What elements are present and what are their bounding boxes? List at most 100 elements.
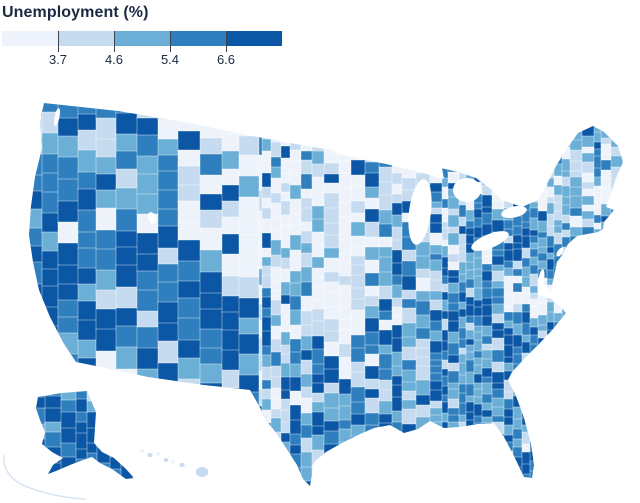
county-cell [561, 345, 572, 358]
county-cell [350, 135, 367, 150]
county-cell [570, 488, 583, 496]
county-cell [581, 474, 596, 485]
county-cell [465, 133, 476, 145]
county-cell [221, 369, 241, 390]
county-cell [503, 294, 515, 308]
county-cell [622, 367, 623, 382]
county-cell [311, 176, 326, 194]
county-cell [491, 185, 506, 196]
county-cell [238, 333, 261, 356]
county-cell [338, 103, 353, 108]
county-cell [350, 298, 367, 312]
county-cell [630, 481, 637, 491]
county-cell [109, 397, 123, 410]
county-cell [364, 424, 381, 440]
county-cell [311, 363, 326, 376]
county-cell [87, 488, 98, 500]
county-cell [561, 438, 572, 451]
county-cell [401, 346, 418, 362]
county-cell [323, 107, 341, 120]
county-cell [57, 353, 80, 377]
county-cell [512, 383, 524, 398]
county-cell [569, 274, 584, 284]
county-cell [36, 423, 37, 441]
county-cell [482, 498, 493, 501]
county-cell [630, 298, 637, 308]
county-cell [338, 275, 353, 287]
county-cell [261, 150, 273, 163]
county-cell [136, 420, 160, 443]
county-cell [473, 121, 484, 133]
county-cell [600, 329, 613, 341]
county-cell [199, 153, 224, 177]
county-cell [465, 252, 476, 264]
county-cell [600, 432, 613, 441]
county-cell [77, 319, 98, 342]
county-cell [429, 389, 444, 403]
county-cell [473, 484, 484, 486]
county-cell [29, 339, 44, 362]
county-cell [338, 253, 353, 265]
county-cell [77, 103, 98, 116]
county-cell [95, 207, 118, 232]
county-cell [199, 103, 224, 120]
county-cell [311, 335, 326, 351]
county-cell [429, 182, 444, 194]
county-cell [323, 222, 341, 237]
county-cell [415, 416, 432, 434]
county-cell [561, 120, 572, 132]
county-cell [581, 468, 596, 477]
county-cell [553, 135, 564, 146]
county-cell [238, 135, 261, 157]
county-cell [378, 344, 394, 356]
county-cell [600, 265, 613, 280]
county-cell [378, 437, 394, 453]
county-cell [280, 421, 292, 435]
county-cell [581, 288, 596, 301]
county-cell [610, 324, 623, 337]
county-cell [630, 275, 637, 288]
county-cell [96, 446, 112, 465]
county-cell [581, 459, 596, 471]
county-cell [610, 124, 623, 135]
county-cell [391, 473, 404, 485]
county-cell [512, 418, 524, 431]
county-cell [622, 323, 623, 336]
county-cell [338, 367, 353, 381]
county-cell [44, 462, 63, 479]
county-cell [610, 178, 623, 193]
county-cell [364, 353, 381, 368]
county-cell [115, 346, 139, 371]
county-cell [447, 282, 461, 295]
county-cell [503, 284, 515, 297]
county-cell [481, 194, 494, 209]
county-cell [41, 285, 60, 309]
county-cell [622, 177, 623, 189]
county-cell [323, 382, 341, 395]
county-cell [622, 162, 623, 171]
county-cell [311, 348, 326, 366]
county-cell [221, 481, 241, 486]
county-cell [221, 233, 241, 256]
county-cell [593, 370, 603, 379]
county-cell [120, 425, 134, 438]
county-cell [378, 485, 394, 486]
county-cell [610, 481, 623, 486]
county-cell [610, 261, 623, 274]
county-cell [350, 103, 367, 113]
county-cell [600, 438, 613, 451]
county-cell [323, 173, 341, 185]
county-cell [630, 142, 637, 150]
lake-erie [471, 231, 509, 251]
county-cell [481, 135, 494, 149]
county-cell [581, 172, 596, 184]
county-cell [529, 396, 540, 409]
county-cell [238, 411, 261, 436]
county-cell [429, 127, 444, 141]
county-cell [75, 470, 89, 479]
county-cell [447, 331, 461, 345]
county-cell [57, 283, 80, 302]
county-cell [391, 459, 404, 476]
county-cell [378, 389, 394, 403]
county-cell [441, 122, 450, 134]
